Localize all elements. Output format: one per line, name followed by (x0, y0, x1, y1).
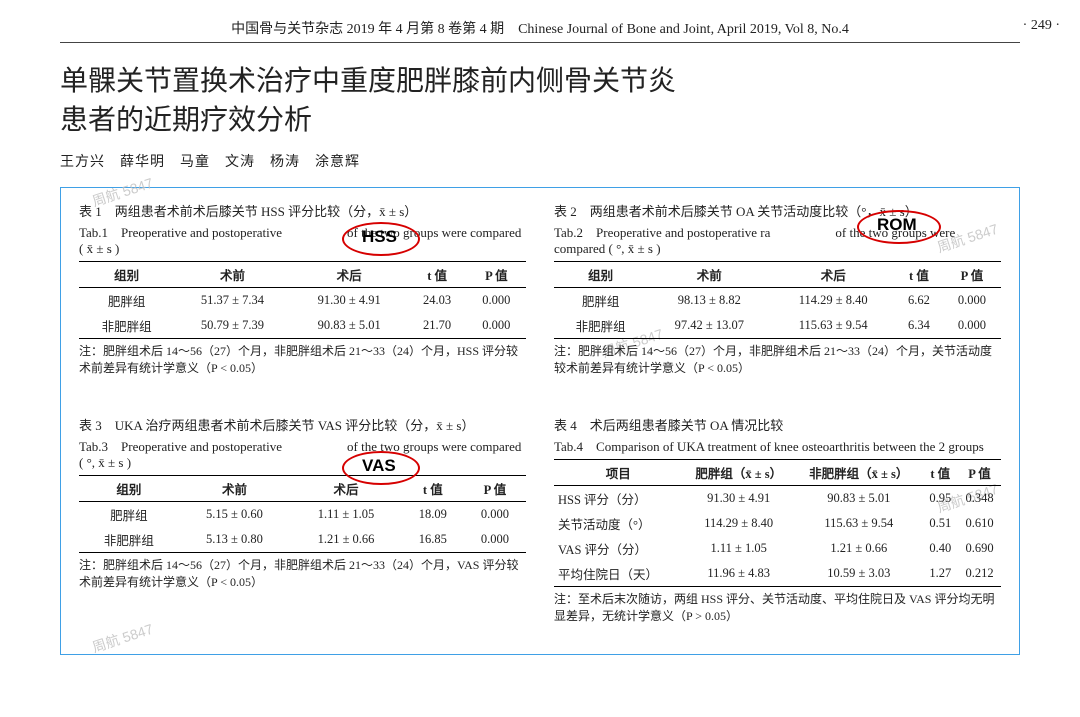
running-header: 中国骨与关节杂志 2019 年 4 月第 8 卷第 4 期 Chinese Jo… (60, 18, 1020, 43)
table-row: 平均住院日（天） 11.96 ± 4.83 10.59 ± 3.03 1.27 … (554, 561, 1001, 587)
t1-caption-cn: 表 1 两组患者术前术后膝关节 HSS 评分比较（分，x̄ ± s） (79, 202, 526, 222)
author-list: 王方兴 薛华明 马童 文涛 杨涛 涂意辉 (60, 151, 1020, 171)
t4-table: 项目 肥胖组（x̄ ± s） 非肥胖组（x̄ ± s） t 值 P 值 HSS … (554, 459, 1001, 587)
table-row-top: 表 1 两组患者术前术后膝关节 HSS 评分比较（分，x̄ ± s） Tab.1… (79, 202, 1001, 376)
t4-caption-cn: 表 4 术后两组患者膝关节 OA 情况比较 (554, 416, 1001, 436)
article-title: 单髁关节置换术治疗中重度肥胖膝前内侧骨关节炎 患者的近期疗效分析 (60, 61, 1020, 139)
t3-caption-en: Tab.3 Preoperative and postoperative of … (79, 436, 526, 471)
page-number: · 249 · (1023, 18, 1060, 34)
t2-table: 组别 术前 术后 t 值 P 值 肥胖组 98.13 ± 8.82 114.29… (554, 261, 1001, 339)
title-line-2: 患者的近期疗效分析 (60, 100, 1020, 139)
t1-h1: 术前 (174, 261, 291, 287)
t2-caption-en: Tab.2 Preoperative and postoperative ra … (554, 222, 1001, 257)
t4-footnote: 注：至术后末次随访，两组 HSS 评分、关节活动度、平均住院日及 VAS 评分均… (554, 591, 1001, 625)
t1-table: 组别 术前 术后 t 值 P 值 肥胖组 51.37 ± 7.34 91.30 … (79, 261, 526, 339)
t3-caption-cn: 表 3 UKA 治疗两组患者术前术后膝关节 VAS 评分比较（分，x̄ ± s） (79, 416, 526, 436)
table-row: 肥胖组 5.15 ± 0.60 1.11 ± 1.05 18.09 0.000 (79, 501, 526, 527)
t1-h0: 组别 (79, 261, 174, 287)
running-header-text: 中国骨与关节杂志 2019 年 4 月第 8 卷第 4 期 Chinese Jo… (231, 22, 849, 37)
table-row: 非肥胖组 97.42 ± 13.07 115.63 ± 9.54 6.34 0.… (554, 313, 1001, 339)
tables-region: 周航 5847 周航 5847 周航 5847 周航 5847 周航 5847 … (60, 187, 1020, 655)
t1-footnote: 注：肥胖组术后 14～56（27）个月，非肥胖组术后 21～33（24）个月，H… (79, 343, 526, 377)
t3-table: 组别 术前 术后 t 值 P 值 肥胖组 5.15 ± 0.60 1.11 ± … (79, 475, 526, 553)
table-row: 肥胖组 98.13 ± 8.82 114.29 ± 8.40 6.62 0.00… (554, 287, 1001, 313)
table-row-bottom: 表 3 UKA 治疗两组患者术前术后膝关节 VAS 评分比较（分，x̄ ± s）… (79, 416, 1001, 624)
table-row: 关节活动度（°） 114.29 ± 8.40 115.63 ± 9.54 0.5… (554, 511, 1001, 536)
t2-caption-cn: 表 2 两组患者术前术后膝关节 OA 关节活动度比较（°，x̄ ± s） (554, 202, 1001, 222)
table-row: 肥胖组 51.37 ± 7.34 91.30 ± 4.91 24.03 0.00… (79, 287, 526, 313)
t1-h4: P 值 (467, 261, 526, 287)
table-1: 表 1 两组患者术前术后膝关节 HSS 评分比较（分，x̄ ± s） Tab.1… (79, 202, 526, 376)
table-row: VAS 评分（分） 1.11 ± 1.05 1.21 ± 0.66 0.40 0… (554, 536, 1001, 561)
t2-footnote: 注：肥胖组术后 14～56（27）个月，非肥胖组术后 21～33（24）个月，关… (554, 343, 1001, 377)
table-4: 表 4 术后两组患者膝关节 OA 情况比较 Tab.4 Comparison o… (554, 416, 1001, 624)
watermark: 周航 5847 (89, 619, 155, 658)
t3-footnote: 注：肥胖组术后 14～56（27）个月，非肥胖组术后 21～33（24）个月，V… (79, 557, 526, 591)
table-row: 非肥胖组 50.79 ± 7.39 90.83 ± 5.01 21.70 0.0… (79, 313, 526, 339)
table-3: 表 3 UKA 治疗两组患者术前术后膝关节 VAS 评分比较（分，x̄ ± s）… (79, 416, 526, 624)
title-line-1: 单髁关节置换术治疗中重度肥胖膝前内侧骨关节炎 (60, 61, 1020, 100)
t4-caption-en: Tab.4 Comparison of UKA treatment of kne… (554, 436, 1001, 455)
t1-h2: 术后 (291, 261, 408, 287)
table-2: 表 2 两组患者术前术后膝关节 OA 关节活动度比较（°，x̄ ± s） Tab… (554, 202, 1001, 376)
t1-h3: t 值 (407, 261, 466, 287)
journal-page: 中国骨与关节杂志 2019 年 4 月第 8 卷第 4 期 Chinese Jo… (0, 0, 1080, 655)
t1-caption-en: Tab.1 Preoperative and postoperative of … (79, 222, 526, 257)
table-row: 非肥胖组 5.13 ± 0.80 1.21 ± 0.66 16.85 0.000 (79, 527, 526, 553)
table-row: HSS 评分（分） 91.30 ± 4.91 90.83 ± 5.01 0.95… (554, 485, 1001, 511)
